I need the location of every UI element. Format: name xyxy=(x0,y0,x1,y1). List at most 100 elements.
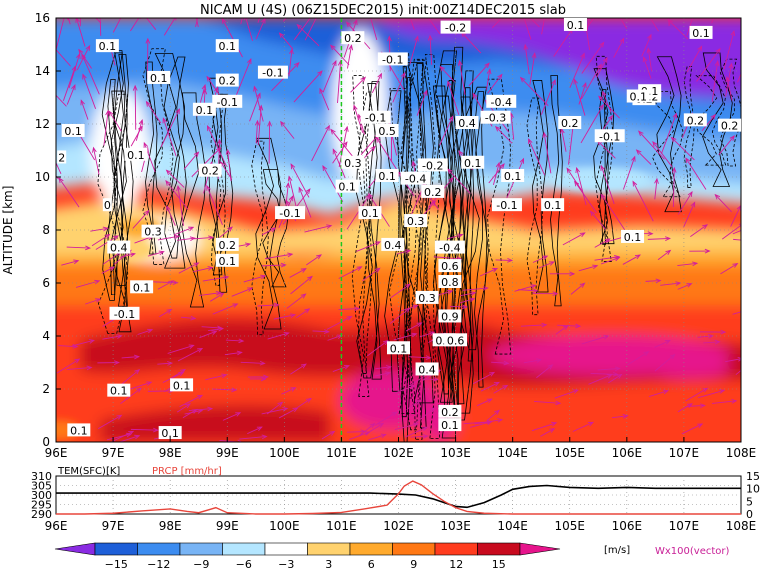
wind-vector-head xyxy=(425,355,432,360)
wind-vector-head xyxy=(270,227,277,233)
wind-vector-head xyxy=(551,421,558,427)
wind-vector xyxy=(723,30,735,70)
contour-label-bg xyxy=(124,147,148,161)
wind-vector xyxy=(733,238,741,241)
wind-vector xyxy=(447,234,463,240)
wind-vector-head xyxy=(307,275,313,282)
wind-vector xyxy=(672,167,675,208)
wind-vector-head xyxy=(382,339,389,346)
wind-vector-head xyxy=(549,428,556,433)
wind-vector-head xyxy=(225,148,231,155)
wind-vector-head xyxy=(263,374,270,380)
wind-vector-head xyxy=(207,266,214,271)
contour-label: 0.4 xyxy=(384,239,402,252)
wind-vector-head xyxy=(469,297,476,303)
wind-vector xyxy=(108,111,122,132)
wind-vector xyxy=(90,227,108,232)
contour-label-bg xyxy=(102,198,112,212)
wind-vector xyxy=(487,74,503,94)
wind-vector xyxy=(660,282,681,286)
contour-label: 0.1 xyxy=(567,19,585,32)
wind-vector-head xyxy=(631,155,636,162)
wind-vector xyxy=(580,64,602,100)
wind-vector xyxy=(62,66,76,101)
contour-label-bg xyxy=(192,102,216,116)
wind-vector-head xyxy=(422,433,429,439)
wind-vector-head xyxy=(188,226,195,232)
wind-vector-head xyxy=(655,278,662,284)
wind-vector-head xyxy=(158,250,165,256)
wind-vector-head xyxy=(237,439,243,442)
wind-vector xyxy=(265,253,293,260)
wind-vector xyxy=(368,434,386,441)
wind-vector-head xyxy=(260,274,267,280)
wind-vector xyxy=(627,351,649,366)
wind-vector-head xyxy=(370,145,376,152)
wind-vector xyxy=(495,259,512,261)
wind-vector xyxy=(91,234,110,247)
wind-vector xyxy=(476,398,493,407)
y-tick-label: 10 xyxy=(35,170,50,184)
contour-label: 0.1 xyxy=(390,342,408,355)
contour-label-bg xyxy=(147,70,171,84)
wind-vector xyxy=(737,72,741,83)
wind-vector-head xyxy=(353,104,358,111)
contour-label-bg xyxy=(387,341,410,355)
contour-label-bg xyxy=(689,25,713,39)
contour-label-bg xyxy=(198,163,222,177)
wind-vector xyxy=(219,226,233,238)
wind-vector-head xyxy=(211,330,218,335)
wind-vector xyxy=(486,69,491,90)
wind-vector xyxy=(281,387,296,395)
contour-label-bg xyxy=(718,118,742,132)
wind-vector xyxy=(130,125,143,147)
wind-vector xyxy=(697,335,713,338)
contour-label: 0.1 xyxy=(624,231,642,244)
wind-vector-head xyxy=(503,360,510,366)
wind-vector xyxy=(261,264,286,267)
contour-label-bg xyxy=(626,89,650,103)
wind-vector xyxy=(638,130,665,160)
wind-vector xyxy=(371,73,382,93)
wind-vector-head xyxy=(207,406,214,412)
wind-vector xyxy=(68,53,81,89)
wind-vector xyxy=(578,265,598,272)
contour-line xyxy=(408,58,429,440)
wind-vector-head xyxy=(337,59,343,66)
colorbar-box xyxy=(307,542,351,556)
wind-vector-head xyxy=(596,63,602,70)
wind-vector-head xyxy=(173,234,181,240)
wind-vector-head xyxy=(221,373,228,379)
contour-label-bg xyxy=(417,158,448,172)
wind-vector xyxy=(409,18,415,30)
wind-vector xyxy=(296,308,310,319)
wind-vector-head xyxy=(422,89,428,96)
y-tick-label: 16 xyxy=(35,11,50,25)
wind-vector-head xyxy=(215,290,222,296)
surface-x-tick-label: 97E xyxy=(102,519,125,533)
wind-vector xyxy=(146,18,157,30)
wind-vector xyxy=(561,128,567,152)
wind-vector-head xyxy=(555,400,562,406)
wind-vector xyxy=(619,18,627,29)
wind-vector-head xyxy=(547,364,554,370)
wind-vector xyxy=(647,48,653,72)
wind-vector-head xyxy=(612,371,619,377)
wind-vector-head xyxy=(260,376,267,382)
colorbar-level-label: −3 xyxy=(278,558,294,571)
wind-vector xyxy=(56,358,80,374)
wind-vector xyxy=(534,400,561,404)
wind-vector-head xyxy=(136,387,143,393)
wind-vector-head xyxy=(671,166,677,173)
wind-vector xyxy=(488,163,505,184)
wind-vector-head xyxy=(482,286,489,291)
wind-vector-head xyxy=(108,110,114,117)
wind-vector-head xyxy=(80,99,85,106)
prcp-tick-label: 15 xyxy=(746,470,760,483)
wind-vector-head xyxy=(368,192,374,199)
wind-vector-head xyxy=(133,354,140,360)
wind-vector xyxy=(121,356,139,359)
wind-vector-head xyxy=(326,224,333,229)
wind-vector-head xyxy=(92,146,97,153)
wind-vector-head xyxy=(602,56,608,63)
